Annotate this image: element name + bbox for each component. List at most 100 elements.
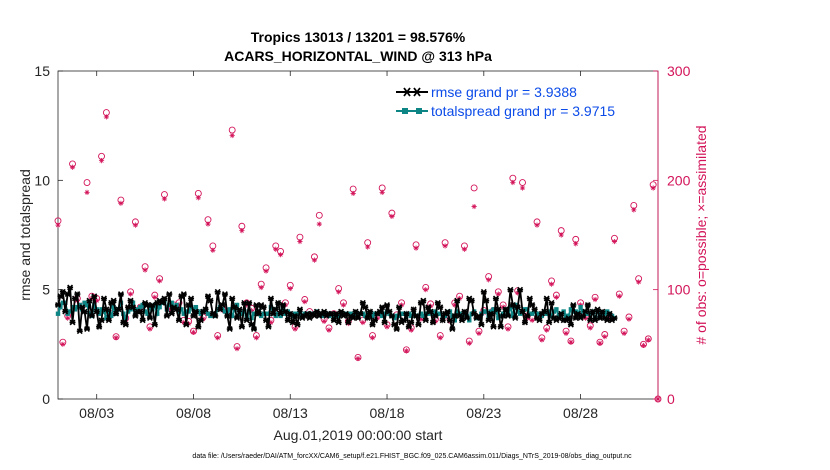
obs-assimilated-marker — [132, 222, 139, 228]
data-file-footnote: data file: /Users/raeder/DAI/ATM_forcXX/… — [192, 453, 632, 460]
obs-assimilated-marker — [277, 252, 284, 258]
rmse-point — [151, 321, 158, 328]
rmse-point — [234, 315, 241, 322]
obs-assimilated-marker — [418, 316, 424, 322]
rmse-point — [497, 323, 504, 330]
rmse-point — [488, 310, 495, 317]
rmse-point — [84, 326, 91, 332]
obs-assimilated-marker — [403, 348, 409, 354]
totalspread-point — [515, 309, 520, 314]
rmse-point — [415, 321, 422, 328]
rmse-point — [217, 306, 224, 313]
obs-assimilated-marker — [515, 290, 521, 296]
obs-assimilated-marker — [336, 289, 342, 295]
obs-assimilated-marker — [389, 213, 395, 220]
rmse-point — [437, 304, 444, 311]
rmse-point — [514, 304, 521, 311]
rmse-point — [509, 302, 516, 308]
rmse-point — [584, 302, 591, 308]
rmse-point — [456, 312, 463, 319]
totalspread-point — [481, 309, 487, 314]
totalspread-point — [167, 302, 172, 308]
rmse-point — [471, 310, 478, 317]
rmse-point — [386, 308, 393, 315]
rmse-point — [410, 306, 417, 313]
totalspread-point — [251, 311, 257, 316]
rmse-point — [195, 323, 202, 330]
rmse-point — [555, 315, 562, 322]
totalspread-point — [394, 313, 399, 319]
obs-possible-marker — [470, 184, 478, 192]
rmse-point — [296, 306, 303, 313]
y-axis-label-right: # of obs: o=possible; ×=assimilated — [693, 125, 709, 344]
obs-assimilated-marker — [495, 291, 501, 297]
rmse-point — [526, 295, 533, 302]
obs-assimilated-marker — [234, 346, 240, 352]
rmse-point — [524, 312, 531, 319]
obs-assimilated-marker — [190, 329, 197, 335]
totalspread-point — [109, 313, 114, 319]
rmse-point — [405, 323, 412, 330]
rmse-point — [396, 304, 403, 311]
x-tick-label: 08/28 — [563, 405, 598, 421]
rmse-point — [185, 302, 192, 308]
rmse-point — [459, 317, 466, 324]
obs-assimilated-marker — [432, 318, 439, 324]
rmse-point — [543, 295, 550, 302]
rmse-point — [357, 310, 364, 317]
rmse-point — [159, 299, 166, 306]
rmse-point — [495, 306, 502, 313]
rmse-point — [558, 310, 565, 317]
obs-assimilated-marker — [263, 268, 269, 274]
obs-assimilated-marker — [248, 307, 255, 314]
obs-assimilated-marker — [384, 324, 390, 330]
chart-title: Tropics 13013 / 13201 = 98.576% — [251, 29, 466, 45]
totalspread-point — [239, 311, 245, 316]
obs-assimilated-marker — [311, 257, 318, 263]
rmse-point — [594, 306, 601, 313]
obs-assimilated-marker — [534, 222, 540, 228]
obs-assimilated-marker — [452, 302, 458, 308]
legend-marker-rmse — [402, 87, 422, 97]
totalspread-point — [193, 304, 199, 310]
legend-marker-totalspread-2 — [416, 108, 422, 114]
obs-assimilated-marker — [195, 195, 201, 201]
totalspread-point — [184, 309, 189, 314]
totalspread-point — [534, 311, 540, 316]
totalspread-point — [546, 309, 552, 314]
totalspread-point — [491, 307, 496, 312]
rmse-point — [287, 310, 294, 317]
obs-assimilated-marker — [621, 330, 627, 336]
obs-assimilated-marker — [427, 303, 434, 309]
totalspread-point — [263, 311, 269, 316]
totalspread-point — [484, 309, 489, 314]
totalspread-point — [205, 311, 211, 316]
rmse-point — [294, 321, 301, 328]
x-tick-label: 08/08 — [176, 405, 211, 421]
totalspread-point — [529, 311, 535, 316]
y-tick-label: 0 — [42, 391, 50, 407]
obs-assimilated-marker — [544, 327, 550, 333]
obs-assimilated-marker — [563, 330, 569, 336]
rmse-point — [115, 306, 122, 313]
obs-assimilated-marker — [84, 189, 90, 195]
rmse-point — [388, 312, 395, 319]
obs-assimilated-marker — [268, 319, 274, 326]
rmse-point — [219, 302, 226, 308]
totalspread-point — [278, 313, 283, 319]
rmse-point — [342, 310, 349, 317]
rmse-point — [536, 317, 543, 324]
obs-assimilated-marker — [558, 232, 564, 238]
obs-assimilated-marker — [471, 203, 477, 210]
rmse-point — [483, 297, 490, 304]
totalspread-point — [409, 313, 414, 319]
totalspread-point — [396, 313, 402, 319]
obs-assimilated-marker — [205, 221, 211, 227]
totalspread-point — [70, 304, 75, 310]
totalspread-point — [222, 309, 228, 314]
rmse-point — [67, 284, 74, 291]
rmse-point — [439, 317, 446, 324]
rmse-point — [507, 286, 514, 293]
rmse-point — [403, 310, 410, 317]
obs-assimilated-marker — [292, 326, 298, 332]
